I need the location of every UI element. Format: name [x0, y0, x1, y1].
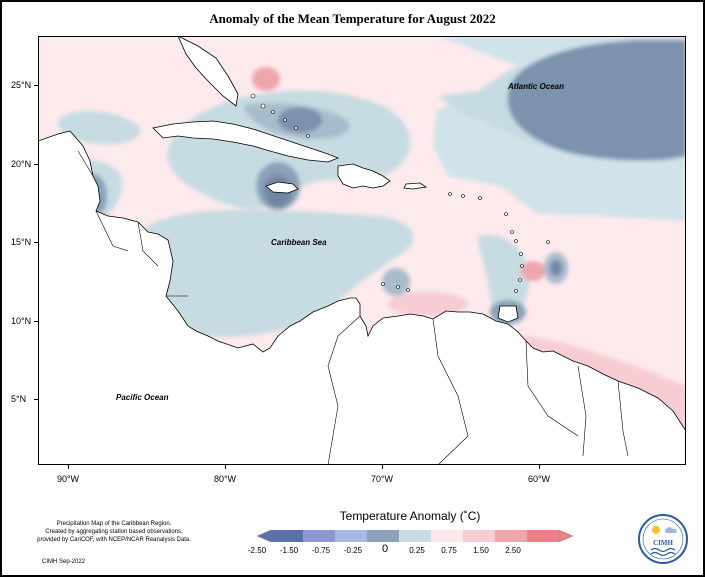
sun-icon: [652, 526, 660, 534]
lat-label-20n: 20°N: [11, 159, 32, 169]
antilles-warm-spot: [521, 261, 545, 281]
colorbar-segment: [367, 530, 399, 542]
country-borders: [77, 150, 629, 465]
aruba-cool-spot: [382, 268, 410, 296]
atlantic-ocean-label: Atlantic Ocean: [507, 82, 564, 91]
wave-icon: [650, 551, 676, 557]
legend-label: -0.75: [311, 546, 331, 555]
lat-label-15n: 15°N: [11, 237, 32, 247]
credit-line-1: Precipitation Map of the Caribbean Regio…: [56, 521, 172, 527]
mainland: [38, 130, 686, 465]
jamaica: [265, 181, 299, 194]
legend-label-zero: 0: [381, 543, 389, 555]
colorbar-segment: [271, 530, 303, 542]
lat-tick: [34, 321, 38, 322]
lon-label-80w: 80°W: [213, 474, 237, 484]
lon-tick: [225, 465, 226, 469]
venezuela-warm-zone: [388, 292, 468, 316]
legend-colorbar: [256, 529, 574, 543]
colorbar-arrow-left: [256, 529, 272, 543]
colorbar-segment: [495, 530, 527, 542]
small-islands: [250, 93, 550, 293]
pacific-ocean-label: Pacific Ocean: [116, 393, 169, 402]
lat-label-25n: 25°N: [11, 80, 32, 90]
anomaly-map: Atlantic Ocean Caribbean Sea Pacific Oce…: [38, 36, 686, 465]
barbados-cold-core: [550, 260, 562, 276]
map-border: [38, 36, 686, 465]
colorbar-segment: [431, 530, 463, 542]
lon-tick: [382, 465, 383, 469]
lat-tick: [34, 85, 38, 86]
credit-line-3: provided by CariCOF, with NCEP/NCAR Rean…: [37, 537, 191, 543]
caribbean-cool-zone: [138, 209, 414, 337]
legend-label: -2.50: [247, 546, 267, 555]
trinidad: [497, 305, 519, 323]
cuba: [152, 120, 340, 163]
lon-tick: [68, 465, 69, 469]
florida: [177, 36, 239, 107]
puerto-rico: [403, 182, 428, 190]
legend-label: 0.75: [441, 546, 457, 555]
atlantic-cold-core: [507, 40, 686, 161]
legend-label: -1.50: [279, 546, 299, 555]
hispaniola: [337, 163, 391, 189]
land-masses: [38, 36, 686, 465]
caribbean-sea-label: Caribbean Sea: [271, 238, 327, 247]
legend-title: Temperature Anomaly (˚C): [339, 509, 481, 523]
lat-tick: [34, 242, 38, 243]
lat-label-10n: 10°N: [11, 316, 32, 326]
colorbar-segment: [335, 530, 367, 542]
lat-tick: [34, 164, 38, 165]
legend-label: 2.50: [505, 546, 521, 555]
legend-label: 0.25: [409, 546, 425, 555]
lat-tick: [34, 399, 38, 400]
lon-tick: [539, 465, 540, 469]
colorbar-segment: [463, 530, 495, 542]
colorbar-segment: [303, 530, 335, 542]
wave-icon: [650, 547, 676, 553]
cloud-icon: [665, 527, 677, 533]
colorbar-segment: [399, 530, 431, 542]
credit-date: CIMH Sep-2022: [42, 559, 86, 565]
colorbar-arrow-right: [558, 529, 574, 543]
logo-text: CIMH: [653, 539, 673, 547]
lon-label-60w: 60°W: [527, 474, 551, 484]
colorbar-segment: [527, 530, 559, 542]
lon-label-90w: 90°W: [56, 474, 80, 484]
florida-warm-spot: [252, 67, 280, 91]
lat-label-5n: 5°N: [11, 394, 27, 404]
lon-label-70w: 70°W: [370, 474, 394, 484]
legend-label: -0.25: [343, 546, 363, 555]
bahamas-cold-spot: [278, 107, 322, 133]
gulf-cool-zone: [57, 110, 140, 145]
credit-line-2: Created by aggregating station based obs…: [45, 529, 183, 535]
map-title: Anomaly of the Mean Temperature for Augu…: [209, 11, 496, 26]
legend-label: 1.50: [473, 546, 489, 555]
credit-text: Precipitation Map of the Caribbean Regio…: [14, 520, 214, 544]
cimh-logo: CIMH: [638, 514, 688, 564]
